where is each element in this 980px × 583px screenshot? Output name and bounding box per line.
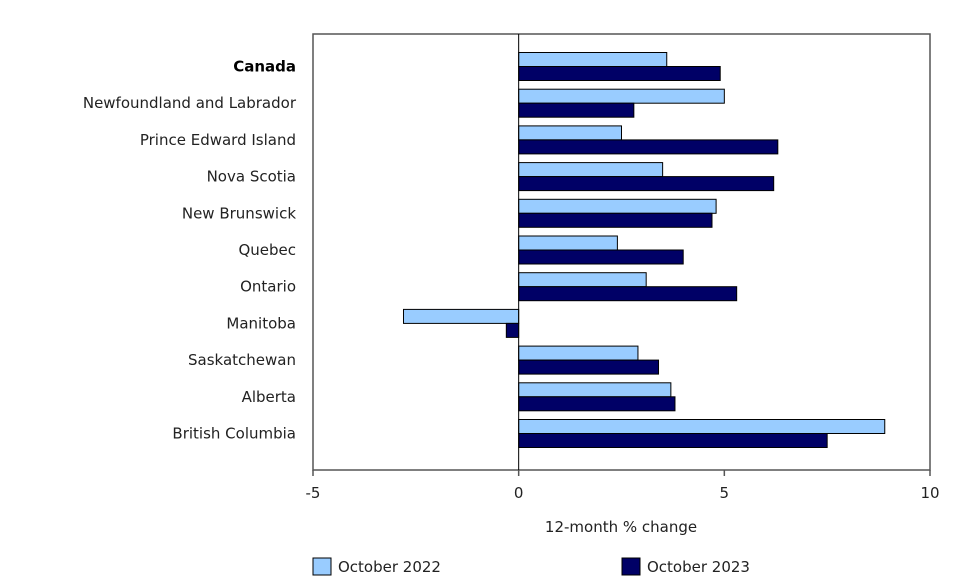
category-label: Newfoundland and Labrador bbox=[83, 94, 297, 112]
category-label: Canada bbox=[233, 58, 296, 76]
x-axis-ticks: -5 0 5 10 bbox=[306, 470, 940, 502]
bar-oct-2022 bbox=[518, 52, 668, 67]
bar-oct-2023 bbox=[518, 212, 713, 228]
category-label: British Columbia bbox=[172, 425, 296, 443]
category-label: Saskatchewan bbox=[188, 351, 296, 369]
bar-oct-2023 bbox=[518, 249, 684, 265]
bar-oct-2023 bbox=[505, 322, 520, 338]
category-label: Ontario bbox=[240, 278, 296, 296]
bar-oct-2023 bbox=[518, 359, 660, 375]
bar-oct-2022 bbox=[518, 162, 664, 178]
bar-oct-2022 bbox=[518, 345, 639, 361]
bar-oct-2023 bbox=[518, 433, 828, 448]
x-axis-title: 12-month % change bbox=[545, 518, 697, 536]
plot-frame bbox=[312, 33, 931, 471]
bar-oct-2022 bbox=[518, 272, 647, 288]
category-label: Alberta bbox=[242, 388, 296, 406]
category-labels: Canada Newfoundland and Labrador Prince Ed… bbox=[83, 58, 297, 443]
x-tick-label: 10 bbox=[920, 484, 939, 502]
bar-oct-2023 bbox=[518, 66, 721, 81]
bar-oct-2022 bbox=[518, 125, 623, 141]
bar-oct-2022 bbox=[518, 382, 672, 398]
legend-label: October 2023 bbox=[647, 558, 750, 576]
x-tick-label: 0 bbox=[514, 484, 524, 502]
bar-oct-2022 bbox=[518, 88, 725, 104]
category-label: Nova Scotia bbox=[207, 168, 296, 186]
x-tick-label: -5 bbox=[306, 484, 321, 502]
bar-oct-2023 bbox=[518, 396, 676, 412]
bar-oct-2022 bbox=[518, 198, 717, 214]
bar-oct-2023 bbox=[518, 139, 779, 155]
legend-swatch bbox=[621, 557, 641, 576]
category-label: New Brunswick bbox=[182, 204, 296, 222]
bar-oct-2022 bbox=[518, 419, 886, 434]
category-label: Manitoba bbox=[226, 314, 296, 332]
category-label: Quebec bbox=[238, 241, 296, 259]
legend-label: October 2022 bbox=[338, 558, 441, 576]
bar-oct-2023 bbox=[518, 286, 738, 302]
x-tick-label: 5 bbox=[720, 484, 730, 502]
category-label: Prince Edward Island bbox=[140, 131, 296, 149]
bar-oct-2023 bbox=[518, 102, 635, 118]
legend: October 2022 October 2023 bbox=[312, 557, 750, 576]
bar-oct-2022 bbox=[518, 235, 618, 251]
bar-oct-2022 bbox=[402, 308, 520, 324]
bar-oct-2023 bbox=[518, 176, 775, 192]
bars-group bbox=[402, 52, 886, 448]
legend-swatch bbox=[312, 557, 332, 576]
